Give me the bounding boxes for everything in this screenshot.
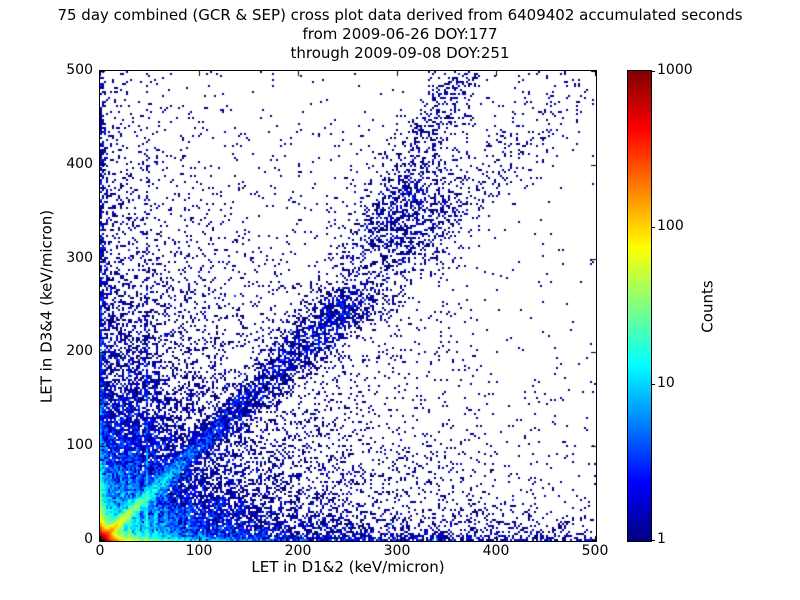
- colorbar-label: Counts: [698, 280, 717, 333]
- colorbar-tick-label: 1000: [657, 62, 693, 78]
- title-line-2: from 2009-06-26 DOY:177: [302, 25, 498, 43]
- x-tick-label: 100: [185, 543, 213, 559]
- x-tick-label: 300: [383, 543, 411, 559]
- colorbar: [627, 70, 652, 542]
- x-tick-label: 0: [95, 543, 105, 559]
- chart-title: 75 day combined (GCR & SEP) cross plot d…: [0, 6, 800, 63]
- colorbar-tick-label: 100: [657, 218, 684, 235]
- colorbar-tick: [651, 540, 655, 541]
- x-tick-label: 500: [581, 543, 609, 559]
- colorbar-tick-label: 10: [657, 374, 675, 391]
- title-line-1: 75 day combined (GCR & SEP) cross plot d…: [57, 6, 743, 24]
- colorbar-gradient: [628, 71, 651, 541]
- scatter-density-plot: [100, 71, 596, 541]
- x-axis-label: LET in D1&2 (keV/micron): [251, 558, 445, 576]
- plot-frame: [99, 70, 597, 542]
- y-tick-label: 300: [66, 249, 93, 266]
- y-tick-label: 100: [66, 437, 93, 454]
- y-axis-label: LET in D3&4 (keV/micron): [37, 209, 56, 404]
- y-tick-label: 500: [66, 62, 93, 78]
- y-tick-label: 200: [66, 343, 93, 360]
- y-tick-label: 0: [84, 531, 93, 547]
- x-tick-label: 400: [482, 543, 510, 559]
- colorbar-tick: [651, 384, 655, 385]
- title-line-3: through 2009-09-08 DOY:251: [290, 44, 510, 62]
- colorbar-tick: [651, 71, 655, 72]
- colorbar-tick-label: 1: [657, 531, 666, 547]
- x-tick-label: 200: [284, 543, 312, 559]
- y-tick-label: 400: [66, 155, 93, 172]
- colorbar-tick: [651, 227, 655, 228]
